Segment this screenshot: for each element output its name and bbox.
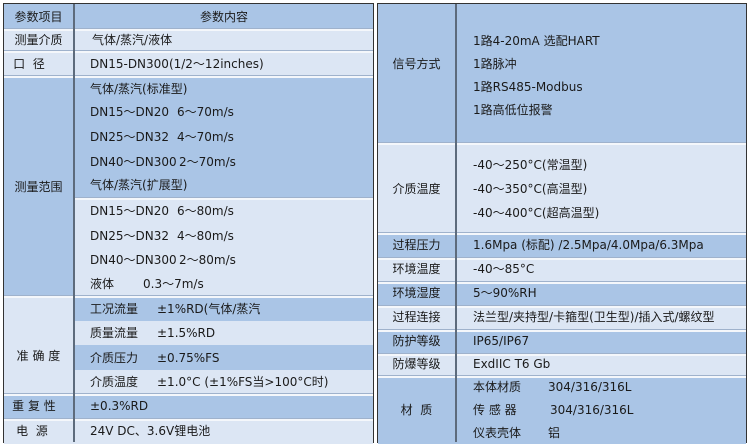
material-name: 本体材质	[473, 380, 522, 394]
diameter-label: 口 径	[13, 57, 45, 71]
material-value: 304/316/316L	[548, 380, 632, 394]
left-spec-table: 参数项目 参数内容 测量介质 气体/蒸汽/液体 口 径 DN15-DN300(1…	[3, 3, 374, 444]
connection-label: 过程连接	[392, 310, 441, 324]
ambient-humidity-label: 环境湿度	[392, 286, 441, 300]
signal-label: 信号方式	[392, 57, 441, 71]
medium-value: 气体/蒸汽/液体	[92, 33, 173, 47]
signal-line: 1路4-20mA 选配HART	[473, 34, 600, 48]
material-value: 铝	[548, 426, 561, 440]
protection-value: IP65/IP67	[473, 334, 530, 348]
ambient-humidity-value: 5～90%RH	[473, 286, 537, 300]
material-label: 材 质	[400, 403, 433, 417]
material-name: 仪表壳体	[473, 426, 522, 440]
protection-label: 防护等级	[392, 334, 441, 348]
repeatability-value: ±0.3%RD	[90, 399, 149, 413]
medium-label: 测量介质	[14, 33, 63, 47]
range-speed: 6～70m/s	[177, 105, 234, 119]
ambient-temp-value: -40～85°C	[473, 262, 535, 276]
power-label: 电 源	[16, 424, 48, 438]
range-speed: 2～80m/s	[179, 253, 236, 267]
range-size: DN25～DN32	[90, 229, 169, 243]
medium-temp-label: 介质温度	[392, 182, 441, 196]
accuracy-value: ±0.75%FS	[157, 351, 220, 365]
range-speed: 2～70m/s	[179, 155, 236, 169]
range-liquid-name: 液体	[90, 277, 115, 291]
accuracy-name: 质量流量	[90, 326, 139, 340]
range-liquid-speed: 0.3～7m/s	[143, 277, 204, 291]
signal-line: 1路高低位报警	[473, 103, 553, 117]
range-speed: 4～80m/s	[177, 229, 234, 243]
explosion-value: ExdIIC T6 Gb	[473, 357, 551, 371]
diameter-value: DN15-DN300(1/2～12inches)	[90, 57, 264, 71]
accuracy-value: ±1.5%RD	[157, 326, 216, 340]
accuracy-value: ±1%RD(气体/蒸汽	[157, 302, 261, 316]
power-value: 24V DC、3.6V锂电池	[90, 424, 211, 438]
header-param-content: 参数内容	[199, 10, 248, 24]
range-size: DN15～DN20	[90, 204, 169, 218]
header-param-item: 参数项目	[14, 10, 63, 24]
process-pressure-value: 1.6Mpa (标配) /2.5Mpa/4.0Mpa/6.3Mpa	[473, 238, 704, 252]
range-extended-title: 气体/蒸汽(扩展型)	[90, 178, 188, 192]
range-label: 测量范围	[14, 180, 63, 194]
repeatability-label: 重 复 性	[12, 399, 56, 413]
range-speed: 6～80m/s	[177, 204, 234, 218]
medium-temp-line: -40～350°C(高温型)	[473, 182, 588, 196]
right-spec-table: 信号方式 1路4-20mA 选配HART 1路脉冲 1路RS485-Modbus…	[377, 3, 747, 444]
range-size: DN15～DN20	[90, 105, 169, 119]
accuracy-name: 工况流量	[90, 302, 139, 316]
range-size: DN25～DN32	[90, 130, 169, 144]
range-standard-title: 气体/蒸汽(标准型)	[90, 82, 188, 96]
ambient-temp-label: 环境温度	[392, 262, 441, 276]
process-pressure-label: 过程压力	[392, 238, 441, 252]
medium-temp-line: -40～400°C(超高温型)	[473, 206, 600, 220]
accuracy-value: ±1.0°C (±1%FS当>100°C时)	[157, 375, 329, 389]
material-name: 传 感 器	[473, 403, 517, 417]
accuracy-name: 介质温度	[90, 375, 139, 389]
material-value: 304/316/316L	[550, 403, 634, 417]
range-speed: 4～70m/s	[177, 130, 234, 144]
accuracy-label: 准 确 度	[16, 349, 61, 363]
range-size: DN40～DN300	[90, 253, 177, 267]
explosion-label: 防爆等级	[392, 357, 441, 371]
connection-value: 法兰型/夹持型/卡箍型(卫生型)/插入式/螺纹型	[473, 310, 715, 324]
signal-line: 1路脉冲	[473, 57, 517, 71]
medium-temp-line: -40～250°C(常温型)	[473, 158, 588, 172]
signal-line: 1路RS485-Modbus	[473, 80, 583, 94]
accuracy-name: 介质压力	[90, 351, 139, 365]
range-size: DN40～DN300	[90, 155, 177, 169]
